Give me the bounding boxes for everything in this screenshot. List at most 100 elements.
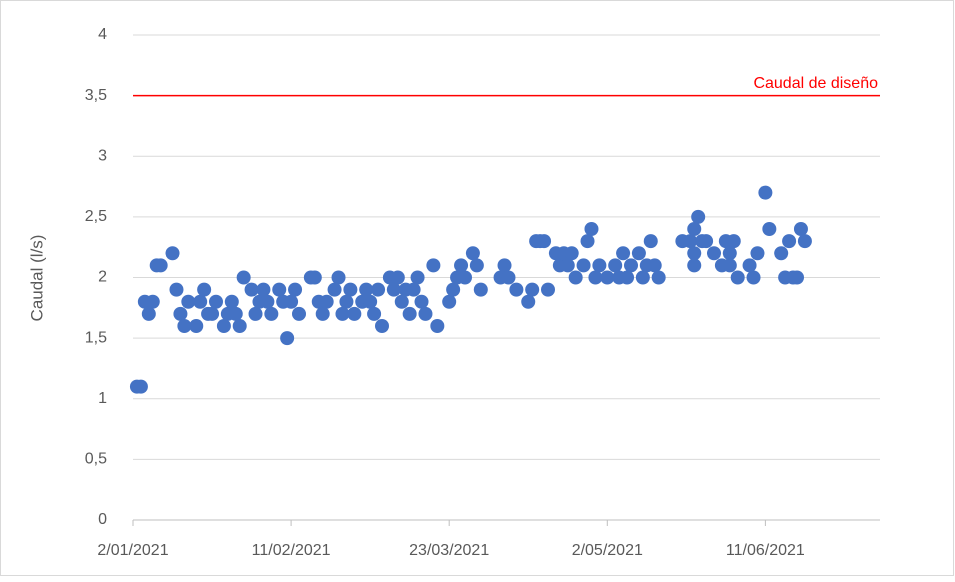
data-point: [722, 246, 737, 261]
data-point: [584, 222, 599, 236]
data-point: [209, 294, 223, 309]
data-point: [722, 258, 737, 273]
data-point: [707, 246, 721, 261]
data-point: [568, 270, 583, 285]
data-point: [758, 185, 773, 200]
data-point: [375, 319, 389, 333]
data-point: [153, 258, 168, 273]
data-point: [371, 282, 386, 297]
data-point: [216, 319, 231, 333]
data-point: [256, 282, 271, 297]
data-point: [228, 306, 243, 321]
data-point: [525, 282, 540, 297]
data-point: [173, 306, 188, 321]
data-point: [691, 209, 706, 224]
data-point: [197, 282, 212, 297]
data-point: [699, 234, 714, 249]
data-point: [189, 319, 204, 333]
data-point: [790, 270, 804, 285]
y-tick-label: 1,5: [85, 329, 107, 346]
data-point: [410, 270, 425, 285]
data-point: [454, 258, 469, 273]
reference-line-label: Caudal de diseño: [753, 75, 878, 92]
data-point: [687, 222, 702, 236]
data-point: [750, 246, 765, 261]
data-point: [363, 294, 378, 309]
data-point: [643, 234, 658, 249]
data-point: [406, 282, 421, 297]
data-point: [564, 246, 579, 261]
y-tick-label: 2,5: [85, 208, 107, 225]
data-point: [133, 379, 148, 394]
x-tick-label: 11/02/2021: [252, 542, 331, 559]
data-point: [647, 258, 662, 273]
data-point: [141, 306, 156, 321]
data-point: [236, 270, 251, 285]
y-tick-label: 3,5: [85, 87, 107, 104]
data-point: [726, 234, 741, 249]
data-point: [264, 306, 279, 321]
data-point: [414, 294, 429, 309]
data-point: [343, 282, 358, 297]
x-tick-label: 11/06/2021: [726, 542, 805, 559]
data-point: [367, 306, 382, 321]
data-point: [616, 246, 631, 261]
data-point: [576, 258, 591, 273]
data-point: [497, 258, 512, 273]
data-point: [537, 234, 552, 249]
data-point: [339, 294, 354, 309]
x-tick-label: 2/01/2021: [97, 542, 168, 559]
data-point: [446, 282, 461, 297]
data-point: [651, 270, 666, 285]
data-point: [473, 282, 488, 297]
data-point: [465, 246, 480, 261]
data-point: [390, 270, 405, 285]
data-point: [145, 294, 160, 309]
data-point: [521, 294, 536, 309]
data-point: [501, 270, 516, 285]
data-point: [244, 282, 259, 297]
data-point: [386, 282, 401, 297]
y-tick-label: 1: [98, 390, 107, 407]
data-point: [687, 258, 702, 273]
data-point: [248, 306, 263, 321]
data-point: [205, 306, 220, 321]
data-point: [600, 270, 615, 285]
data-point: [359, 282, 374, 297]
data-point: [442, 294, 457, 309]
data-point: [284, 294, 299, 309]
data-point: [580, 234, 595, 249]
data-point: [426, 258, 441, 273]
data-point: [193, 294, 208, 309]
data-point: [631, 246, 646, 261]
data-point: [224, 294, 239, 309]
y-axis-label: Caudal (l/s): [27, 235, 46, 322]
data-point: [260, 294, 275, 309]
data-point: [402, 306, 417, 321]
data-point: [620, 270, 635, 285]
data-point: [782, 234, 797, 249]
data-point: [588, 270, 603, 285]
data-point: [347, 306, 362, 321]
data-point: [624, 258, 638, 273]
data-point: [742, 258, 757, 273]
data-point: [793, 222, 808, 236]
data-point: [181, 294, 196, 309]
data-point: [608, 258, 623, 273]
data-point: [169, 282, 184, 297]
data-point: [418, 306, 433, 321]
data-point: [797, 234, 812, 249]
data-point: [307, 270, 322, 285]
y-tick-label: 4: [98, 26, 107, 43]
data-point: [315, 306, 330, 321]
y-tick-label: 0: [98, 511, 107, 528]
y-tick-label: 2: [98, 269, 107, 286]
x-tick-label: 2/05/2021: [572, 542, 643, 559]
data-point: [430, 319, 445, 333]
data-point: [165, 246, 180, 261]
data-point: [509, 282, 524, 297]
data-point: [762, 222, 777, 236]
data-point: [560, 258, 575, 273]
data-point: [774, 246, 789, 261]
